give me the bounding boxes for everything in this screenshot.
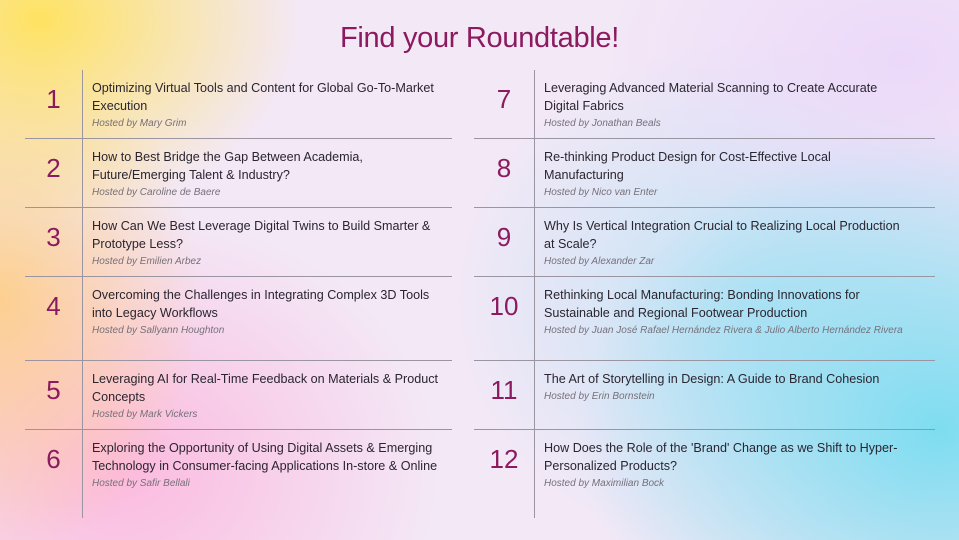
roundtable-number: 10: [474, 277, 535, 360]
roundtable-host: Hosted by Emilien Arbez: [92, 256, 202, 267]
roundtable-number: 7: [474, 70, 535, 138]
roundtable-item: 1 Optimizing Virtual Tools and Content f…: [25, 70, 452, 139]
roundtable-details: Overcoming the Challenges in Integrating…: [83, 277, 447, 360]
roundtable-details: Exploring the Opportunity of Using Digit…: [83, 430, 447, 518]
roundtable-host: Hosted by Juan José Rafael Hernández Riv…: [544, 325, 903, 336]
roundtable-number: 2: [25, 139, 83, 207]
roundtable-number: 12: [474, 430, 535, 518]
roundtable-title: Optimizing Virtual Tools and Content for…: [92, 81, 434, 113]
roundtable-title: Leveraging Advanced Material Scanning to…: [544, 81, 878, 113]
roundtable-number: 1: [25, 70, 83, 138]
roundtable-host: Hosted by Erin Bornstein: [544, 391, 655, 402]
roundtable-list-right: 7 Leveraging Advanced Material Scanning …: [474, 70, 935, 518]
roundtable-details: How Can We Best Leverage Digital Twins t…: [83, 208, 447, 276]
roundtable-details: Optimizing Virtual Tools and Content for…: [83, 70, 447, 138]
roundtable-title: Why Is Vertical Integration Crucial to R…: [544, 219, 900, 251]
roundtable-details: Re-thinking Product Design for Cost-Effe…: [535, 139, 904, 207]
roundtable-host: Hosted by Maximilian Bock: [544, 478, 665, 489]
roundtable-host: Hosted by Alexander Zar: [544, 256, 655, 267]
roundtable-title: How to Best Bridge the Gap Between Acade…: [92, 150, 363, 182]
roundtable-details: Leveraging AI for Real-Time Feedback on …: [83, 361, 447, 429]
roundtable-host: Hosted by Nico van Enter: [544, 187, 658, 198]
roundtable-item: 4 Overcoming the Challenges in Integrati…: [25, 277, 452, 361]
roundtable-details: How Does the Role of the 'Brand' Change …: [535, 430, 904, 518]
roundtable-details: How to Best Bridge the Gap Between Acade…: [83, 139, 447, 207]
roundtable-title: Rethinking Local Manufacturing: Bonding …: [544, 288, 860, 320]
roundtable-host: Hosted by Jonathan Beals: [544, 118, 661, 129]
roundtable-host: Hosted by Caroline de Baere: [92, 187, 221, 198]
roundtable-host: Hosted by Mark Vickers: [92, 409, 198, 420]
roundtable-title: Re-thinking Product Design for Cost-Effe…: [544, 150, 831, 182]
roundtable-title: Leveraging AI for Real-Time Feedback on …: [92, 372, 439, 404]
roundtable-item: 12 How Does the Role of the 'Brand' Chan…: [474, 430, 935, 518]
roundtable-list-left: 1 Optimizing Virtual Tools and Content f…: [25, 70, 452, 518]
roundtable-item: 7 Leveraging Advanced Material Scanning …: [474, 70, 935, 139]
roundtable-host: Hosted by Safir Bellali: [92, 478, 190, 489]
roundtable-title: How Does the Role of the 'Brand' Change …: [544, 441, 898, 473]
roundtable-item: 2 How to Best Bridge the Gap Between Aca…: [25, 139, 452, 208]
roundtable-number: 9: [474, 208, 535, 276]
roundtable-number: 6: [25, 430, 83, 518]
roundtable-number: 3: [25, 208, 83, 276]
roundtable-number: 5: [25, 361, 83, 429]
roundtable-details: Leveraging Advanced Material Scanning to…: [535, 70, 904, 138]
roundtable-number: 8: [474, 139, 535, 207]
roundtable-item: 6 Exploring the Opportunity of Using Dig…: [25, 430, 452, 518]
roundtable-host: Hosted by Sallyann Houghton: [92, 325, 225, 336]
roundtable-title: Overcoming the Challenges in Integrating…: [92, 288, 430, 320]
roundtable-item: 10 Rethinking Local Manufacturing: Bondi…: [474, 277, 935, 361]
roundtable-details: Why Is Vertical Integration Crucial to R…: [535, 208, 904, 276]
roundtable-item: 3 How Can We Best Leverage Digital Twins…: [25, 208, 452, 277]
roundtable-details: The Art of Storytelling in Design: A Gui…: [535, 361, 904, 429]
roundtable-title: The Art of Storytelling in Design: A Gui…: [544, 372, 880, 386]
roundtable-number: 11: [474, 361, 535, 429]
roundtable-item: 9 Why Is Vertical Integration Crucial to…: [474, 208, 935, 277]
roundtable-number: 4: [25, 277, 83, 360]
roundtable-title: How Can We Best Leverage Digital Twins t…: [92, 219, 431, 251]
roundtable-item: 8 Re-thinking Product Design for Cost-Ef…: [474, 139, 935, 208]
roundtable-item: 5 Leveraging AI for Real-Time Feedback o…: [25, 361, 452, 430]
page-title: Find your Roundtable!: [339, 22, 620, 54]
roundtable-host: Hosted by Mary Grim: [92, 118, 187, 129]
roundtable-title: Exploring the Opportunity of Using Digit…: [92, 441, 438, 473]
roundtable-details: Rethinking Local Manufacturing: Bonding …: [535, 277, 904, 360]
roundtable-item: 11 The Art of Storytelling in Design: A …: [474, 361, 935, 430]
